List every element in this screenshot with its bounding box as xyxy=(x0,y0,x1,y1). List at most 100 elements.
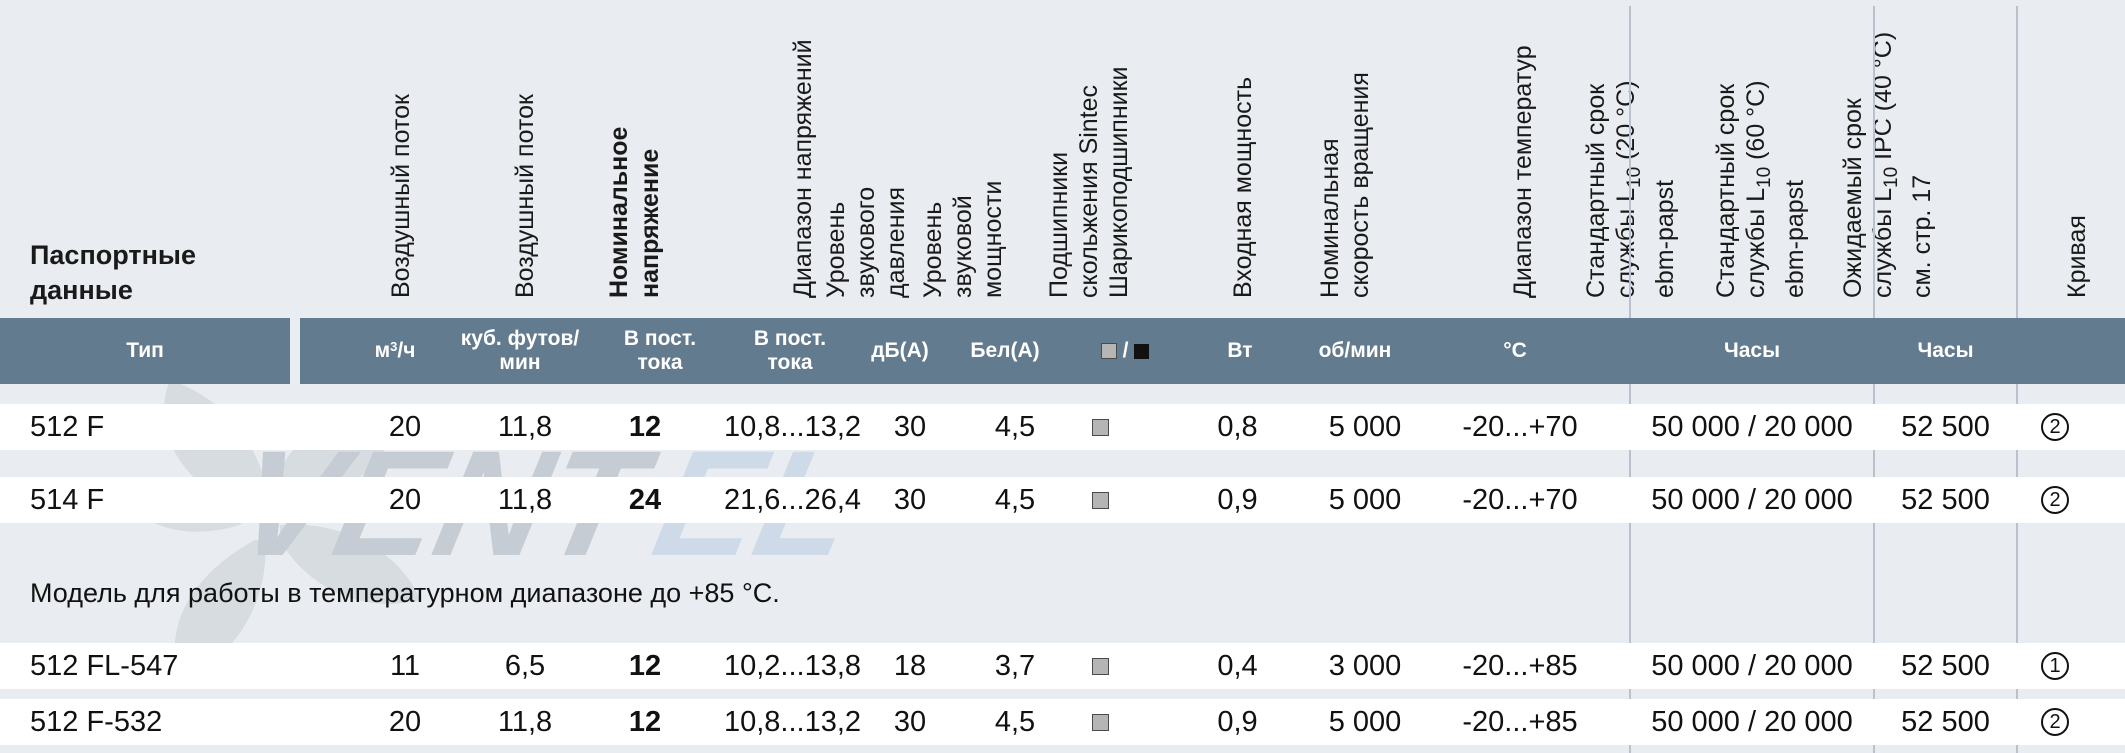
col-airflow-cfm: Воздушный поток xyxy=(511,94,539,298)
ball-bearing-icon xyxy=(1134,343,1150,359)
page-title: Паспортные данные xyxy=(30,240,196,305)
unit-hours-life: Часы xyxy=(1723,339,1781,362)
col-life-60c: Стандартный срок службы L10 (60 °C) ebm-… xyxy=(1712,80,1809,298)
cell-vnom: 24 xyxy=(628,483,662,516)
cell-bel: 4,5 xyxy=(994,410,1036,443)
sleeve-bearing-square xyxy=(1091,713,1109,731)
cell-bel: 3,7 xyxy=(994,649,1036,682)
sleeve-bearing-icon xyxy=(1100,343,1117,359)
row-background xyxy=(0,477,2125,523)
cell-rpm: 5 000 xyxy=(1328,705,1402,738)
cell-w: 0,9 xyxy=(1217,705,1258,738)
cell-vnom: 12 xyxy=(628,410,662,443)
cell-w: 0,9 xyxy=(1217,483,1258,516)
col-bearings: Подшипники скольжения Sintec Шарикоподши… xyxy=(1045,66,1133,298)
col-nominal-speed: Номинальная скорость вращения xyxy=(1316,72,1374,298)
col-expected-life: Ожидаемый срок службы L10 IPC (40 °C) см… xyxy=(1839,31,1936,298)
cell-ipc: 52 500 xyxy=(1901,705,1990,738)
col-airflow-m3: Воздушный поток xyxy=(387,94,415,298)
row-background xyxy=(0,404,2125,450)
unit-vdc-nominal: В пост. тока xyxy=(623,327,697,374)
cell-type: 512 F xyxy=(30,410,105,443)
cell-type: 512 FL-547 xyxy=(30,649,179,682)
curve-number-icon: 1 xyxy=(2041,652,2069,680)
unit-hours-ipc: Часы xyxy=(1917,339,1974,362)
cell-rpm: 3 000 xyxy=(1328,649,1402,682)
unit-bela: Бел(А) xyxy=(970,339,1040,362)
cell-cfm: 6,5 xyxy=(504,649,546,682)
cell-vnom: 12 xyxy=(628,705,662,738)
unit-watt: Вт xyxy=(1227,339,1253,362)
cell-life: 50 000 / 20 000 xyxy=(1651,649,1853,682)
unit-dba: дБ(А) xyxy=(871,339,929,362)
cell-m3h: 11 xyxy=(389,649,421,682)
note-85c-model: Модель для работы в температурном диапаз… xyxy=(30,578,780,608)
unit-type: Тип xyxy=(126,339,164,362)
cell-temp: -20...+70 xyxy=(1462,410,1578,443)
cell-m3h: 20 xyxy=(388,410,422,443)
cell-cfm: 11,8 xyxy=(497,705,553,738)
cell-w: 0,4 xyxy=(1217,649,1258,682)
cell-vrange: 10,8...13,2 xyxy=(723,705,862,738)
cell-vrange: 21,6...26,4 xyxy=(723,483,862,516)
cell-bel: 4,5 xyxy=(994,483,1036,516)
sleeve-bearing-square xyxy=(1091,418,1109,436)
table-row: 512 F 20 11,8 12 10,8...13,2 30 4,5 0,8 5 000 -20… xyxy=(0,404,2125,450)
unit-m3h: м 3/ч xyxy=(374,339,416,362)
cell-rpm: 5 000 xyxy=(1328,483,1402,516)
cell-life: 50 000 / 20 000 xyxy=(1651,705,1853,738)
sleeve-bearing-square xyxy=(1091,657,1109,675)
col-curve: Кривая xyxy=(2063,215,2091,298)
cell-temp: -20...+85 xyxy=(1462,649,1578,682)
cell-temp: -20...+85 xyxy=(1462,705,1578,738)
col-temp-range: Диапазон температур xyxy=(1509,45,1537,298)
table-row: 514 F 20 11,8 24 21,6...26,4 30 4,5 0,9 5 000 -20… xyxy=(0,477,2125,523)
unit-rpm: об/мин xyxy=(1318,339,1392,362)
cell-temp: -20...+70 xyxy=(1462,483,1578,516)
cell-cfm: 11,8 xyxy=(497,410,553,443)
curve-number-icon: 2 xyxy=(2041,413,2069,441)
cell-type: 512 F-532 xyxy=(30,705,163,738)
cell-ipc: 52 500 xyxy=(1901,483,1990,516)
sleeve-bearing-icon xyxy=(1080,477,1120,523)
row-background xyxy=(0,643,2125,689)
curve-reference: 2 xyxy=(2035,404,2075,450)
col-sound-power: Уровень звуковой мощности xyxy=(919,180,1007,298)
col-input-power: Входная мощность xyxy=(1229,76,1257,298)
col-sound-pressure: Уровень звукового давления xyxy=(822,186,910,298)
cell-ipc: 52 500 xyxy=(1901,649,1990,682)
sleeve-bearing-icon xyxy=(1080,699,1120,745)
cell-m3h: 20 xyxy=(388,705,422,738)
cell-w: 0,8 xyxy=(1217,410,1258,443)
sleeve-bearing-icon xyxy=(1080,643,1120,689)
cell-ipc: 52 500 xyxy=(1901,410,1990,443)
cell-db: 30 xyxy=(893,483,927,516)
cell-vnom: 12 xyxy=(628,649,662,682)
cell-type: 514 F xyxy=(30,483,105,516)
unit-vdc-range: В пост. тока xyxy=(753,327,827,374)
cell-vrange: 10,2...13,8 xyxy=(723,649,862,682)
table-row: 512 F-532 20 11,8 12 10,8...13,2 30 4,5 0,9 5 00… xyxy=(0,699,2125,745)
cell-db: 30 xyxy=(893,410,927,443)
unit-cfm: куб. футов/ мин xyxy=(460,327,580,374)
row-background xyxy=(0,699,2125,745)
curve-reference: 2 xyxy=(2035,477,2075,523)
unit-bearings: / xyxy=(1075,318,1175,384)
curve-reference: 1 xyxy=(2035,643,2075,689)
table-row: 512 FL-547 11 6,5 12 10,2...13,8 18 3,7 0,4 3 00… xyxy=(0,643,2125,689)
cell-db: 30 xyxy=(893,705,927,738)
unit-celsius: °C xyxy=(1503,339,1527,362)
sleeve-bearing-icon xyxy=(1080,404,1120,450)
cell-bel: 4,5 xyxy=(994,705,1036,738)
col-nominal-voltage: Номинальное напряжение xyxy=(605,126,664,298)
curve-reference: 2 xyxy=(2035,699,2075,745)
units-bar xyxy=(0,318,2125,384)
curve-number-icon: 2 xyxy=(2041,708,2069,736)
cell-vrange: 10,8...13,2 xyxy=(723,410,862,443)
cell-life: 50 000 / 20 000 xyxy=(1651,483,1853,516)
cell-life: 50 000 / 20 000 xyxy=(1651,410,1853,443)
cell-m3h: 20 xyxy=(388,483,422,516)
col-voltage-range: Диапазон напряжений xyxy=(789,39,817,298)
column-header-area: Паспортные данные Воздушный поток Воздуш… xyxy=(0,0,2125,318)
